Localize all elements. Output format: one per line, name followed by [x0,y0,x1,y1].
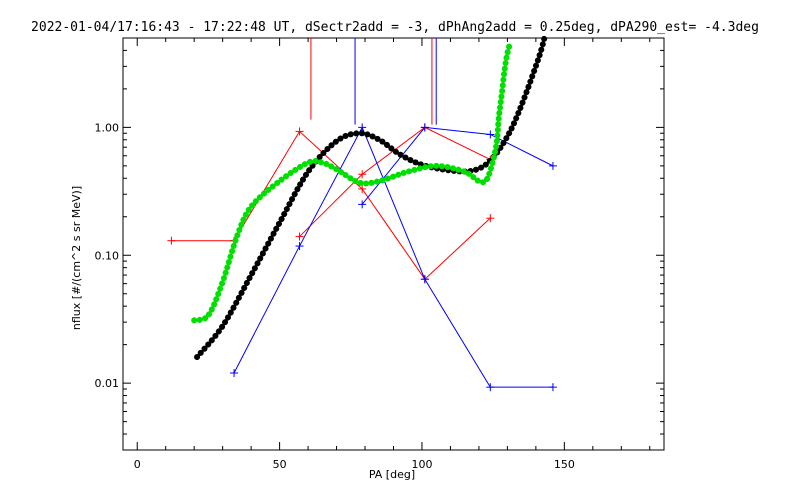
y-tick-label: 1.00 [95,121,120,134]
vertical-markers [310,38,437,125]
data-point-marker [358,170,367,179]
data-point-marker [167,236,176,245]
data-point-marker [295,127,304,136]
data-point-marker [358,200,367,209]
series-line [361,126,554,205]
data-point-marker [420,275,429,284]
data-point-marker [548,161,557,170]
data-point-marker [295,242,304,251]
x-tick-label: 50 [273,458,287,471]
data-point-marker [358,123,367,132]
model-curve [194,35,548,361]
chart-title: 2022-01-04/17:16:43 - 17:22:48 UT, dSect… [31,20,759,35]
x-tick-label: 150 [554,458,575,471]
data-point-marker [486,214,495,223]
data-point-marker [230,369,239,378]
data-point-marker [358,184,367,193]
data-series [167,35,557,392]
model-curve [191,39,514,324]
data-point-marker [486,383,495,392]
x-axis-label: PA [deg] [369,468,415,481]
x-tick-label: 0 [134,458,141,471]
data-point-marker [420,123,429,132]
series-line [233,126,553,388]
tick-labels: 0 50 100 150 0.01 0.10 1.00 [95,121,575,471]
data-point-marker [548,383,557,392]
series-line [171,130,491,280]
y-tick-label: 0.01 [95,377,120,390]
axis-ticks [123,37,664,451]
y-tick-label: 0.10 [95,249,120,262]
data-point-marker [295,232,304,241]
x-tick-label: 100 [411,458,432,471]
data-point-marker [486,130,495,139]
plot-frame [122,37,665,451]
y-axis-label: nflux [#/(cm^2 s sr MeV)] [70,186,83,330]
series-line [299,126,491,237]
